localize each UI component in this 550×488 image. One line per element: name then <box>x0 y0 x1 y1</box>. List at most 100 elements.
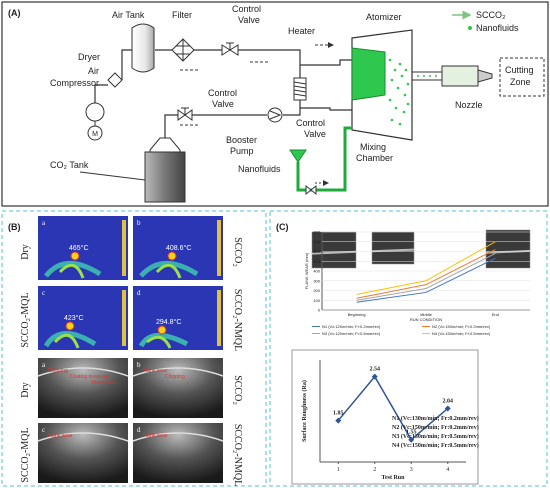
flow-dots <box>416 74 438 78</box>
tool-edge <box>371 248 415 253</box>
tool-edge <box>132 367 224 377</box>
sub-label: a <box>42 361 46 369</box>
motor <box>87 125 103 141</box>
compressor <box>85 102 105 122</box>
y-tick-label: 100 <box>313 298 320 303</box>
data-label: 1.55 <box>406 430 417 436</box>
annotation: Chipping <box>165 374 185 380</box>
sub-label: c <box>42 426 45 434</box>
panel-label: (A) <box>8 8 21 18</box>
tool-edge <box>37 367 129 377</box>
valve <box>221 42 239 56</box>
sub-label: b <box>137 361 141 369</box>
heat-streak <box>139 261 199 278</box>
thermal-images: a 465°C b 408.6°C c 423°C d 294.8°C <box>38 216 223 350</box>
annotation: Coating breakage <box>70 374 110 380</box>
sem-image <box>38 423 128 483</box>
dryer <box>107 72 123 88</box>
photo-inset <box>371 231 415 265</box>
label: Air Tank <box>112 10 145 20</box>
note: N2 (Vc:150m/min; Fr:0.2mm/rev) <box>392 424 479 431</box>
sub-label: d <box>137 426 141 434</box>
legend-label: N1 (Vc:120m/min; Fr:0.2mm/rev) <box>322 324 381 329</box>
color-bar <box>122 290 126 346</box>
data-label: 1.85 <box>333 411 344 417</box>
charts: 0 100 200 300 400 500 600 700 800 Beginning Middle… <box>301 230 531 481</box>
sub-label: b <box>137 219 141 227</box>
label: Chamber <box>356 153 393 163</box>
heater-coil <box>293 81 307 97</box>
legend-label: N2 (Vc:150m/min; Fr:0.2mm/rev) <box>432 324 491 329</box>
note: N1 (Vc:130m/min; Fr:0.2mm/rev) <box>392 415 479 422</box>
leader <box>79 171 146 181</box>
row-label: SCCO₂ <box>232 237 243 267</box>
row-label: Dry <box>20 382 31 398</box>
temperature: 408.6°C <box>166 244 191 252</box>
label: Nozzle <box>455 100 483 110</box>
x-tick-label: Beginning <box>348 312 366 317</box>
label: Mixing <box>360 142 386 152</box>
label: Valve <box>304 129 326 139</box>
label: Valve <box>212 99 234 109</box>
cutting-zone <box>499 57 545 97</box>
x-tick-label: 1 <box>337 467 340 473</box>
panel-border <box>1 1 549 207</box>
row-label: SCCO₂-MQL <box>20 427 31 482</box>
point-marker <box>408 436 415 443</box>
annotation: Flank wear <box>143 368 168 374</box>
temperature: 294.8°C <box>156 318 181 326</box>
label: Control <box>208 88 237 98</box>
data-label: 2.54 <box>370 367 381 373</box>
series-line <box>356 253 496 301</box>
y-tick-label: 800 <box>313 230 320 235</box>
legend-label: Nanofluids <box>476 23 519 33</box>
y-tick-label: 500 <box>313 259 320 264</box>
note: N4 (Vc:150m/min; Fr:0.5mm/rev) <box>392 442 479 449</box>
pipe <box>412 71 442 81</box>
heat-streak <box>58 263 85 279</box>
air-tank <box>131 23 155 73</box>
color-bar <box>122 220 126 276</box>
temperature: 465°C <box>69 244 89 252</box>
point-marker <box>444 405 451 412</box>
x-tick-label: 2 <box>373 467 376 473</box>
nozzle-tip <box>477 69 493 83</box>
hot-spot <box>65 321 75 331</box>
data-label: 2.04 <box>443 398 454 404</box>
series-line <box>356 249 496 299</box>
heater <box>293 77 307 101</box>
series-line <box>356 241 496 295</box>
annotation: Flank wear <box>143 433 168 439</box>
annotation: Flank wear <box>48 433 73 439</box>
legend-label: SCCO₂ <box>476 10 506 20</box>
color-bar <box>217 290 221 346</box>
series-line <box>356 257 496 303</box>
sub-label: a <box>42 219 46 227</box>
filter <box>171 38 195 62</box>
point-marker <box>335 417 342 424</box>
panel-border <box>1 210 267 487</box>
label: CO₂ Tank <box>50 160 89 170</box>
photo-inset <box>311 231 357 269</box>
label: Filter <box>172 10 192 20</box>
y-tick-label: 0 <box>318 308 321 313</box>
tool-edge <box>37 432 129 442</box>
spray-droplets <box>388 58 410 126</box>
panel-c: (C) 0 100 200 300 400 500 600 700 800 Beginning Mi… <box>269 210 548 487</box>
label: Control <box>296 118 325 128</box>
sem-image <box>38 358 128 418</box>
x-tick-label: End <box>492 312 499 317</box>
heat-streak <box>53 333 80 349</box>
x-axis-label: RUN CONDITION <box>410 317 442 322</box>
hot-spot <box>167 251 177 261</box>
nanofluid-funnel <box>289 149 307 163</box>
pump-symbol <box>269 110 282 120</box>
y-tick-label: 200 <box>313 288 320 293</box>
y-axis-label: Surface Roughness (Ra) <box>301 380 308 442</box>
heat-streak <box>43 331 97 348</box>
temperature: 423°C <box>64 314 84 322</box>
tool-edge <box>132 432 224 442</box>
label: Air <box>88 66 99 76</box>
row-label: Dry <box>20 244 31 260</box>
